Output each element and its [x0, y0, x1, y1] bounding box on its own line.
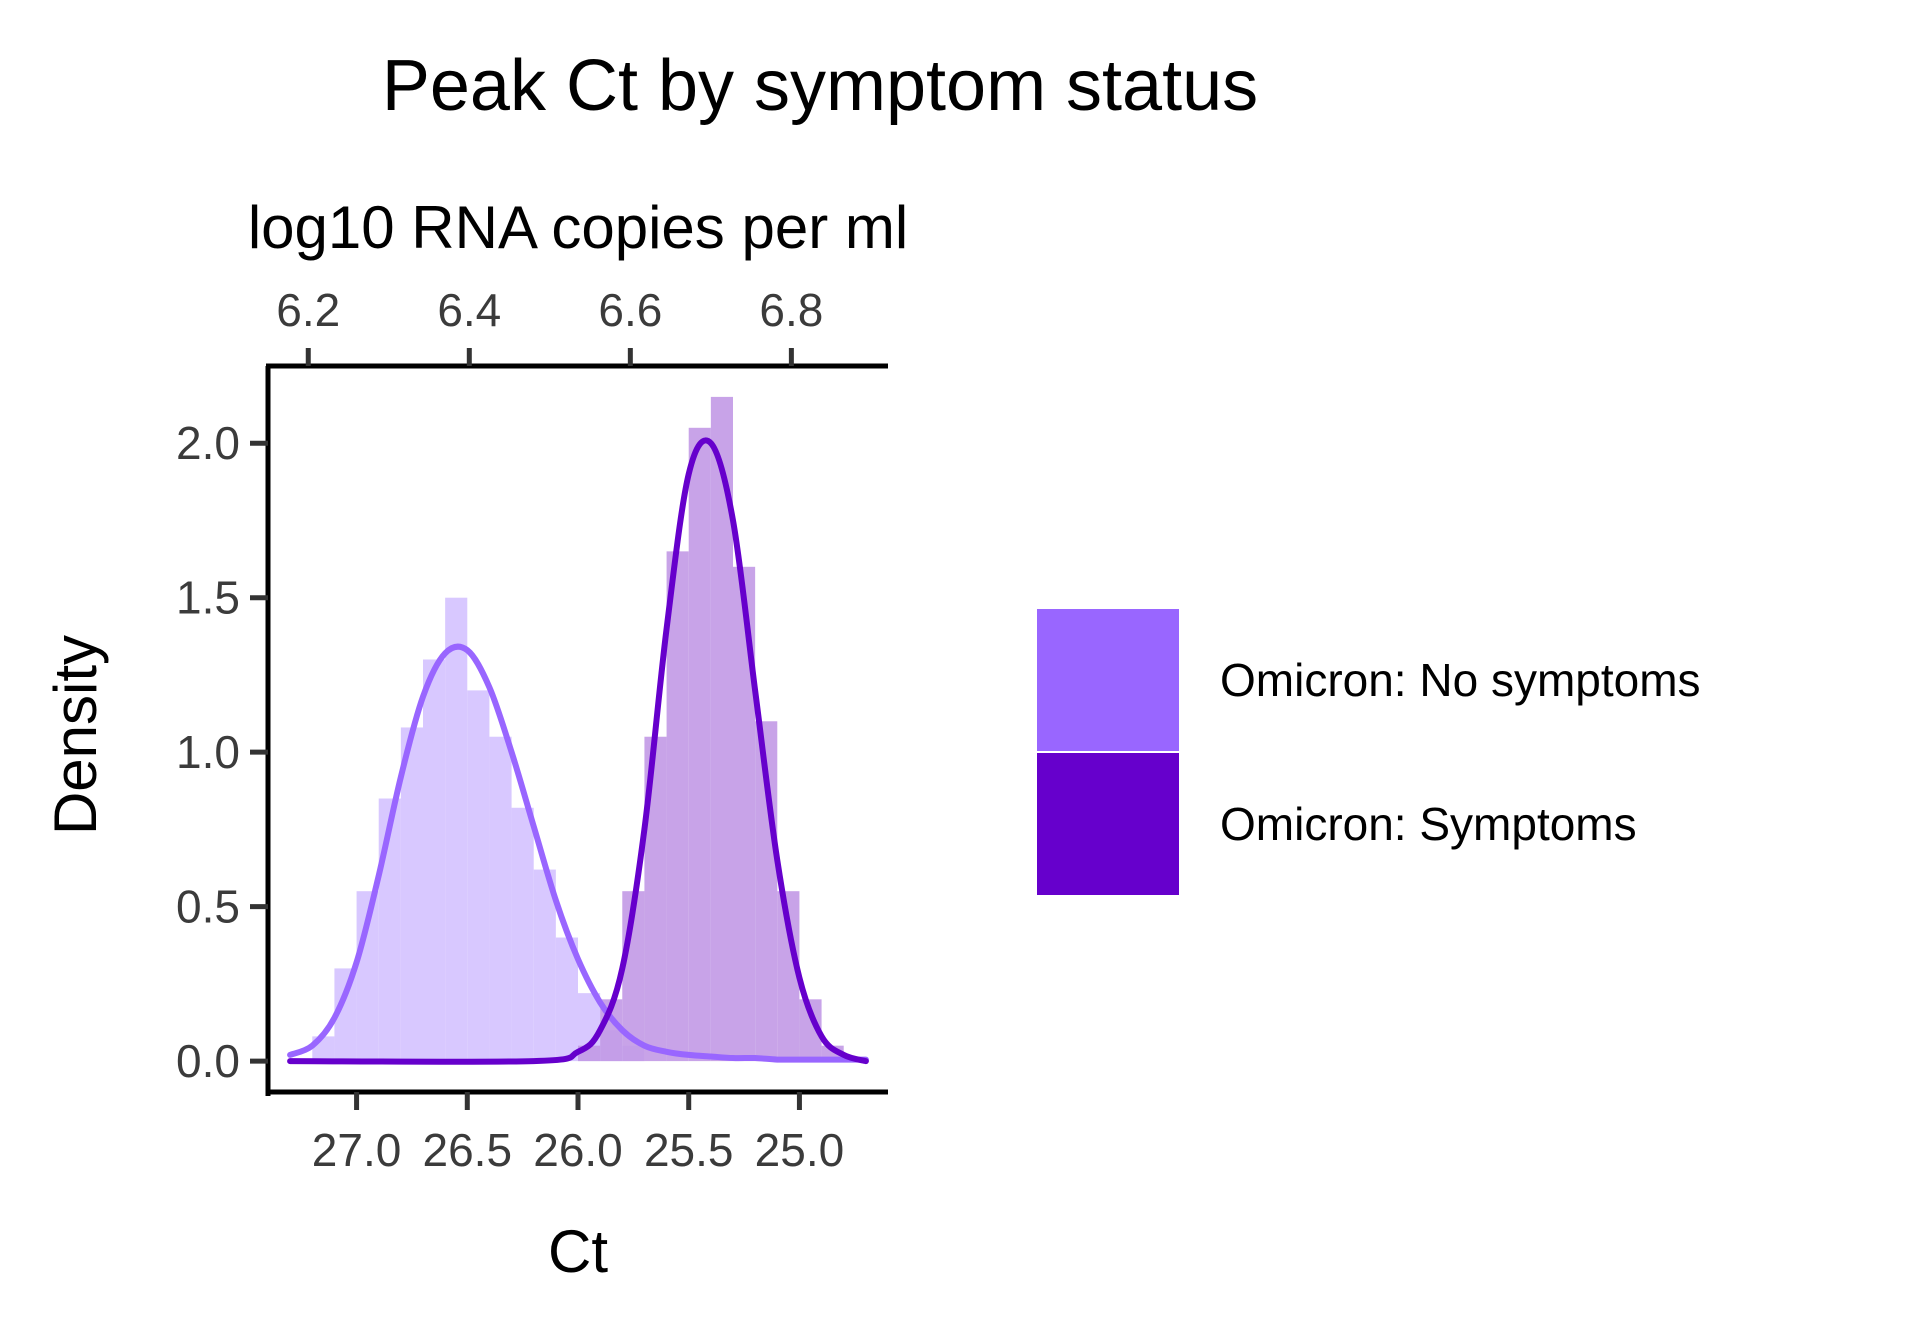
y-tick-label: 1.5	[176, 572, 240, 624]
hist-bar-series1	[423, 659, 446, 1062]
top-axis-tick-label: 6.6	[598, 284, 662, 336]
chart-title: Peak Ct by symptom status	[382, 46, 1258, 126]
hist-bar-series2	[688, 427, 711, 1062]
hist-bar-series1	[533, 869, 556, 1062]
legend-key-series2	[1035, 751, 1181, 897]
legend-label-series2: Omicron: Symptoms	[1220, 798, 1637, 850]
legend-label-series1: Omicron: No symptoms	[1220, 654, 1701, 706]
x-tick-label: 25.0	[755, 1124, 845, 1176]
hist-bar-series1	[555, 937, 578, 1062]
hist-bar-series2	[666, 551, 689, 1062]
axes: 0.0 0.5 1.0 1.5 2.0 27.0 26.5 26.0 25.5 25.0 6.2 6.…	[176, 284, 888, 1176]
x-axis-title: Ct	[548, 1218, 608, 1285]
legend-key-series1	[1035, 607, 1181, 753]
top-axis-tick-label: 6.4	[437, 284, 501, 336]
top-axis-title: log10 RNA copies per ml	[248, 194, 908, 261]
density-curves	[287, 437, 869, 1065]
hist-bar-series1	[400, 727, 423, 1062]
hist-bar-series2	[799, 999, 822, 1062]
y-tick-label: 2.0	[176, 417, 240, 469]
hist-bar-series2	[710, 396, 733, 1062]
y-axis-title: Density	[42, 635, 109, 835]
x-tick-label: 27.0	[312, 1124, 402, 1176]
hist-bar-series1	[334, 968, 357, 1062]
hist-bar-series2	[777, 891, 800, 1062]
hist-bar-series1	[489, 736, 512, 1062]
density-line-series2	[287, 437, 869, 1065]
y-tick-label: 1.0	[176, 726, 240, 778]
top-axis-tick-label: 6.2	[276, 284, 340, 336]
density-line-series1	[287, 643, 869, 1063]
hist-bar-series2	[733, 566, 756, 1062]
x-tick-label: 26.0	[533, 1124, 623, 1176]
x-tick-label: 25.5	[644, 1124, 734, 1176]
top-axis-tick-label: 6.8	[759, 284, 823, 336]
hist-bar-series1	[467, 690, 490, 1062]
x-tick-label: 26.5	[423, 1124, 513, 1176]
y-tick-label: 0.0	[176, 1035, 240, 1087]
hist-bar-series1	[511, 807, 534, 1062]
y-tick-label: 0.5	[176, 881, 240, 933]
hist-bar-series1	[445, 597, 468, 1062]
legend: Omicron: No symptoms Omicron: Symptoms	[1035, 607, 1701, 897]
hist-bar-series2	[644, 736, 667, 1062]
histogram-bars	[312, 396, 844, 1062]
